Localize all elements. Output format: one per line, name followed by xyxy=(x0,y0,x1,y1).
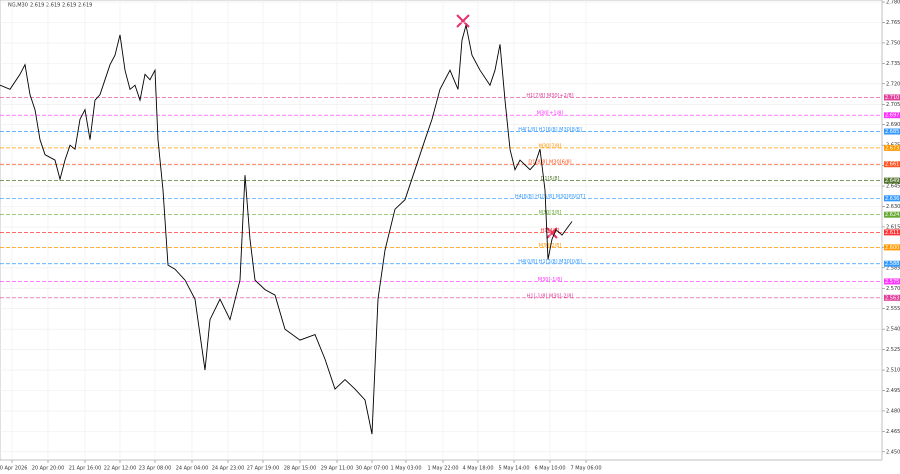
x-tick-label: 29 Apr 11:00 xyxy=(321,466,354,472)
price-tag xyxy=(884,161,900,168)
level-label: M30[-1/8] xyxy=(538,277,562,283)
x-tick-label: 24 Apr 23:00 xyxy=(212,466,245,472)
price-tag xyxy=(884,211,900,218)
level-label: H1[4/8] xyxy=(541,228,560,234)
x-tick-label: 7 May 06:00 xyxy=(570,466,601,472)
y-tick-label: 2.615 xyxy=(886,224,900,230)
x-tick-label: 27 Apr 19:00 xyxy=(247,466,280,472)
x-tick-label: 20 Apr 2026 xyxy=(0,466,27,472)
y-tick-label: 2.525 xyxy=(886,347,900,353)
price-tag-label: 2.649 xyxy=(885,178,899,184)
y-tick-label: 2.465 xyxy=(886,429,900,435)
price-tag-label: 2.563 xyxy=(885,295,899,301)
y-tick-label: 2.720 xyxy=(886,81,900,87)
level-label: H1[-1/8] M30[-2/8] xyxy=(527,293,574,299)
x-tick-label: 6 May 10:00 xyxy=(534,466,565,472)
level-label: M30[+1/8] xyxy=(537,111,564,117)
x-tick-label: 1 May 22:00 xyxy=(427,466,458,472)
ohlc-value: 2.619 xyxy=(46,3,60,9)
price-tag-label: 2.685 xyxy=(885,129,899,135)
price-tag xyxy=(884,112,900,119)
price-tag-label: 2.710 xyxy=(885,95,899,101)
price-tag-label: 2.636 xyxy=(885,196,899,202)
price-tag-label: 2.661 xyxy=(885,162,899,168)
y-tick-label: 2.555 xyxy=(886,306,900,312)
cross-marker xyxy=(456,14,558,239)
x-tick-label: 23 Apr 08:00 xyxy=(139,466,172,472)
level-label: H4[8/8] H1[5/8] M30[PIVOT] xyxy=(515,194,585,200)
y-tick-label: 2.735 xyxy=(886,61,900,67)
y-tick-label: 2.765 xyxy=(886,20,900,26)
price-tag xyxy=(884,128,900,135)
y-tick-label: 2.750 xyxy=(886,40,900,46)
y-tick-label: 2.645 xyxy=(886,184,900,190)
price-tag xyxy=(884,177,900,184)
price-tag xyxy=(884,144,900,151)
x-tick-label: 28 Apr 15:00 xyxy=(284,466,317,472)
y-tick-label: 2.570 xyxy=(886,286,900,292)
level-label: M30[3/8] xyxy=(539,210,562,216)
level-label: H1[7/8] M30[+2/8] xyxy=(526,93,573,99)
level-label: D1[8/8] M30[6/8] xyxy=(528,160,571,166)
price-tag-label: 2.673 xyxy=(885,145,899,151)
price-tag xyxy=(884,229,900,236)
y-tick-label: 2.480 xyxy=(886,408,900,414)
y-tick-label: 2.450 xyxy=(886,449,900,455)
y-tick-label: 2.630 xyxy=(886,204,900,210)
price-tag xyxy=(884,244,900,251)
x-tick-label: 30 Apr 07:00 xyxy=(356,466,389,472)
plot-area xyxy=(0,0,883,461)
x-tick-label: 5 May 14:00 xyxy=(498,466,529,472)
x-tick-label: 20 Apr 20:00 xyxy=(32,466,65,472)
x-tick-label: 4 May 18:00 xyxy=(462,466,493,472)
price-tag-label: 2.588 xyxy=(885,261,899,267)
price-tag xyxy=(884,278,900,285)
level-label: M30[7/8] xyxy=(539,143,562,149)
x-tick-label: 21 Apr 16:00 xyxy=(69,466,102,472)
price-tag xyxy=(884,294,900,301)
y-tick-label: 2.705 xyxy=(886,102,900,108)
price-tag xyxy=(884,195,900,202)
price-line xyxy=(0,25,573,435)
price-tag-label: 2.624 xyxy=(885,212,899,218)
level-label: D1[5/8] xyxy=(541,176,560,182)
level-label: M30[2/8] xyxy=(539,243,562,249)
y-tick-label: 2.540 xyxy=(886,327,900,333)
x-tick-label: 22 Apr 12:00 xyxy=(104,466,137,472)
price-tag-label: 2.697 xyxy=(885,113,899,119)
y-tick-label: 2.495 xyxy=(886,388,900,394)
price-tag-label: 2.611 xyxy=(885,230,899,236)
x-tick-label: 24 Apr 04:00 xyxy=(176,466,209,472)
y-tick-label: 2.690 xyxy=(886,122,900,128)
y-tick-label: 2.780 xyxy=(886,0,900,6)
y-tick-label: 2.585 xyxy=(886,265,900,271)
ohlc-value: 2.619 xyxy=(62,3,76,9)
price-tag-label: 2.575 xyxy=(885,279,899,285)
y-tick-label: 2.510 xyxy=(886,368,900,374)
price-tag xyxy=(884,94,900,101)
ohlc-value: 2.619 xyxy=(30,3,44,9)
symbol: NG,M30 xyxy=(8,3,28,9)
price-tag xyxy=(884,260,900,267)
level-label: H4[0/8] H1[3/8] M30[0/8] xyxy=(518,259,582,265)
price-tag-label: 2.600 xyxy=(885,245,899,251)
x-tick-label: 1 May 03:00 xyxy=(390,466,421,472)
level-label: H4[1/8] H1[6/8] M30[8/8] xyxy=(518,127,582,133)
